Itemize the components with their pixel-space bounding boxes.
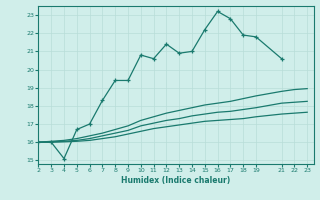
X-axis label: Humidex (Indice chaleur): Humidex (Indice chaleur) bbox=[121, 176, 231, 185]
